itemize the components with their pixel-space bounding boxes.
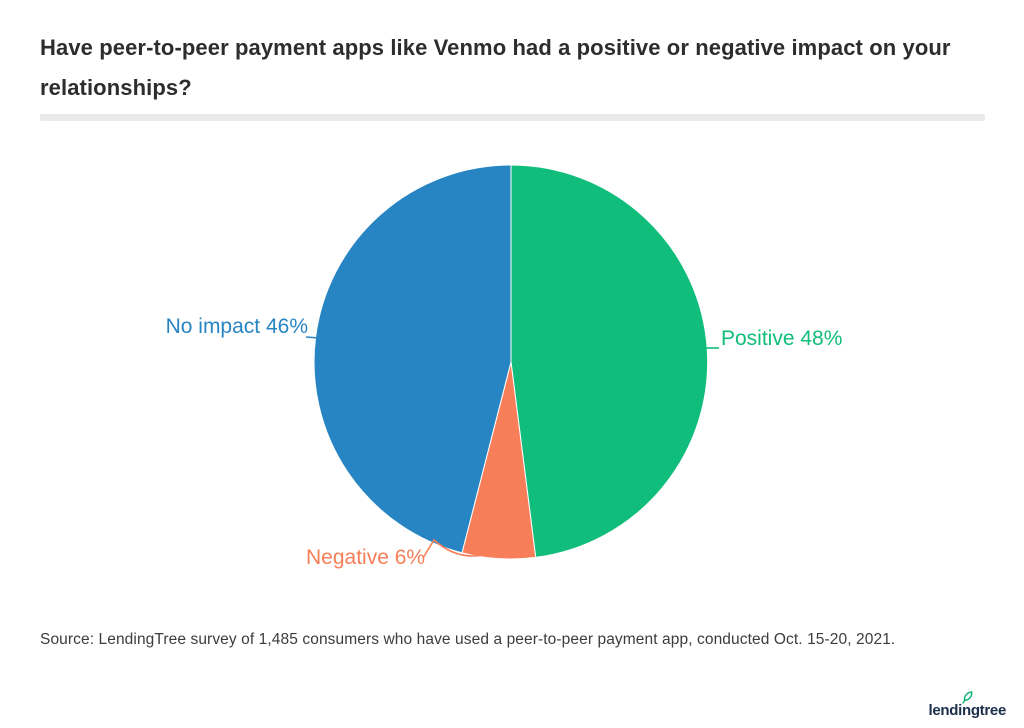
brand-logo: lendingtree [928,691,1006,720]
slice-label-positive: Positive 48% [721,327,843,350]
pie-slice-positive [510,164,709,558]
brand-wordmark: lendingtree [928,702,1006,719]
leader-lines-group [305,336,719,559]
pie-slices-group [313,164,709,560]
source-note: Source: LendingTree survey of 1,485 cons… [40,631,896,648]
slice-label-no-impact: No impact 46% [165,315,308,338]
title-divider [40,114,985,121]
leader-line-negative [422,538,498,559]
leader-line-no-impact [305,336,320,339]
slice-label-negative: Negative 6% [306,546,426,569]
chart-title: Have peer-to-peer payment apps like Venm… [40,35,951,100]
leaf-icon [962,691,973,704]
